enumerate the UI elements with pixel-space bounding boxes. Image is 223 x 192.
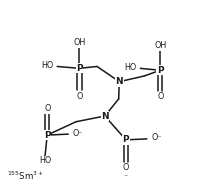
Text: P: P xyxy=(157,66,163,75)
Text: O: O xyxy=(76,92,83,100)
Text: N: N xyxy=(116,77,123,86)
Text: N: N xyxy=(101,112,109,121)
Text: HO: HO xyxy=(42,61,54,70)
Text: P: P xyxy=(44,131,51,140)
Text: O: O xyxy=(44,104,50,113)
Text: HO: HO xyxy=(125,63,137,72)
Text: $^{155}$Sm$^{3+}$: $^{155}$Sm$^{3+}$ xyxy=(7,170,45,182)
Text: O⁻: O⁻ xyxy=(151,133,162,142)
Text: ⁻: ⁻ xyxy=(124,172,128,181)
Text: O: O xyxy=(123,163,129,172)
Text: P: P xyxy=(76,64,83,73)
Text: O: O xyxy=(157,92,163,101)
Text: OH: OH xyxy=(73,38,85,47)
Text: P: P xyxy=(123,135,129,144)
Text: OH: OH xyxy=(154,41,166,50)
Text: HO: HO xyxy=(39,156,51,165)
Text: O⁻: O⁻ xyxy=(73,129,83,138)
